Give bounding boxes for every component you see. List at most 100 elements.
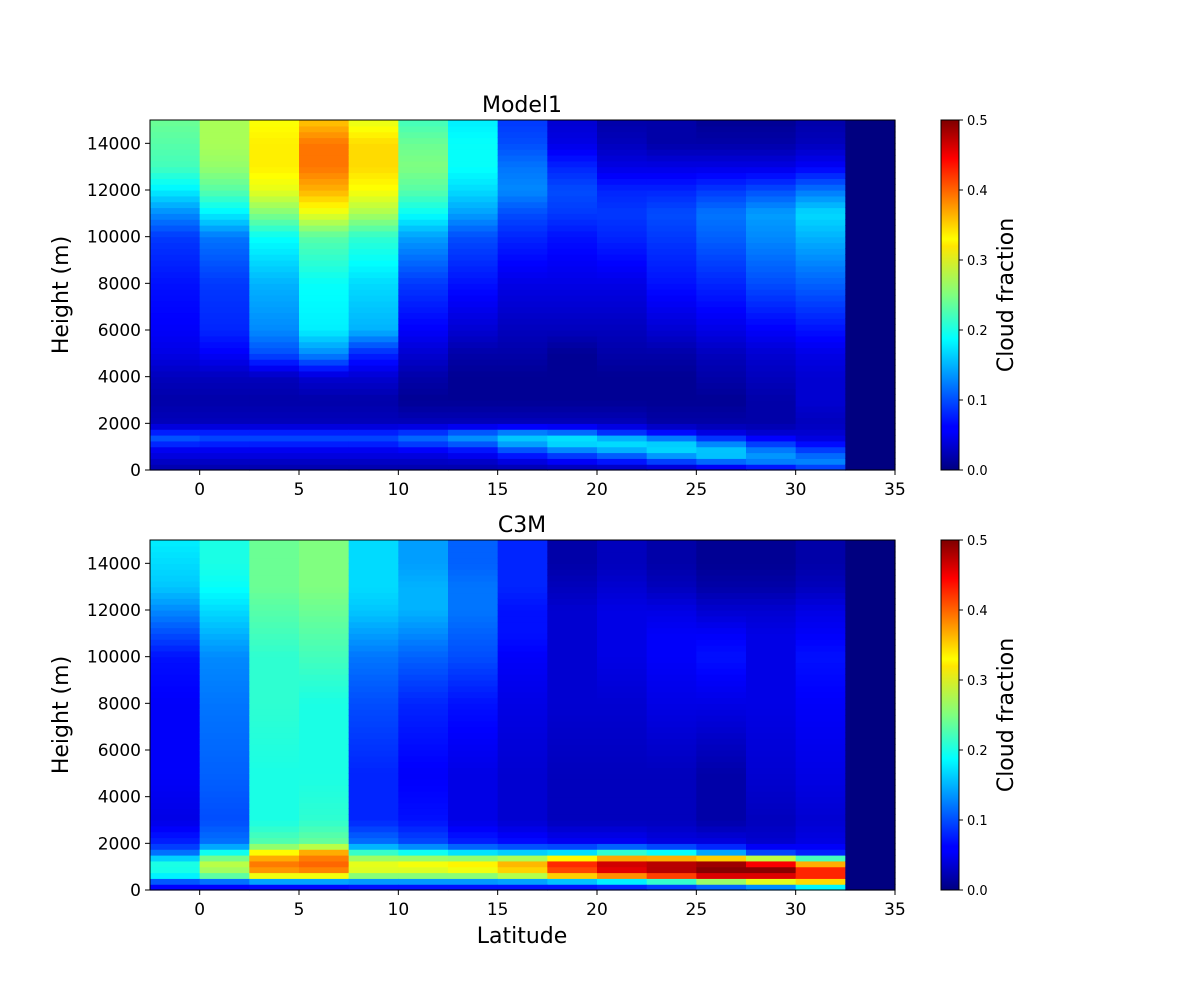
heatmap-cell <box>795 201 846 209</box>
heatmap-cell <box>448 796 499 804</box>
heatmap-cell <box>795 802 846 809</box>
heatmap-cell <box>696 738 747 745</box>
heatmap-cell <box>547 435 598 442</box>
heatmap-cell <box>497 837 548 844</box>
heatmap-cell <box>398 580 449 588</box>
heatmap-cell <box>646 680 697 687</box>
heatmap-cell <box>249 720 300 728</box>
heatmap-cell <box>348 365 399 372</box>
heatmap-cell <box>299 207 350 214</box>
heatmap-cell <box>448 318 499 325</box>
heatmap-cell <box>845 604 896 611</box>
heatmap-cell <box>348 755 399 763</box>
heatmap-cell <box>547 458 598 465</box>
heatmap-cell <box>348 785 399 792</box>
heatmap-cell <box>199 855 250 862</box>
heatmap-cell <box>696 615 747 623</box>
heatmap-cell <box>199 359 250 366</box>
heatmap-cell <box>199 306 250 314</box>
heatmap-cell <box>547 225 598 232</box>
heatmap-cell <box>398 405 449 413</box>
heatmap-cell <box>150 662 201 669</box>
heatmap-cell <box>448 761 499 769</box>
heatmap-cell <box>547 289 598 296</box>
heatmap-cell <box>398 207 449 214</box>
heatmap-cell <box>249 732 300 739</box>
heatmap-cell <box>746 236 797 244</box>
heatmap-cell <box>547 557 598 564</box>
heatmap-cell <box>348 178 399 185</box>
heatmap-cell <box>547 837 598 844</box>
heatmap-cell <box>150 394 201 401</box>
heatmap-cell <box>199 312 250 319</box>
heatmap-cell <box>448 400 499 407</box>
heatmap-cell <box>845 592 896 599</box>
heatmap-cell <box>497 796 548 804</box>
heatmap-cell <box>547 685 598 693</box>
heatmap-cell <box>150 680 201 687</box>
heatmap-cell <box>845 878 896 885</box>
heatmap-cell <box>199 143 250 150</box>
heatmap-cell <box>845 621 896 629</box>
heatmap-cell <box>249 540 300 547</box>
heatmap-cell <box>398 225 449 232</box>
heatmap-cell <box>696 709 747 716</box>
heatmap-cell <box>845 143 896 150</box>
heatmap-cell <box>199 545 250 553</box>
heatmap-cell <box>696 417 747 424</box>
heatmap-cell <box>348 347 399 354</box>
heatmap-cell <box>646 639 697 646</box>
heatmap-cell <box>448 376 499 384</box>
heatmap-cell <box>547 738 598 745</box>
heatmap-cell <box>348 394 399 401</box>
heatmap-cell <box>497 744 548 751</box>
heatmap-cell <box>249 289 300 296</box>
heatmap-cell <box>845 802 896 809</box>
heatmap-cell <box>299 440 350 448</box>
heatmap-cell <box>299 820 350 827</box>
heatmap-cell <box>696 849 747 856</box>
heatmap-cell <box>199 417 250 424</box>
heatmap-cell <box>696 184 747 191</box>
heatmap-cell <box>199 184 250 191</box>
heatmap-cell <box>448 697 499 704</box>
heatmap-cell <box>249 645 300 652</box>
heatmap-cell <box>199 429 250 436</box>
heatmap-cell <box>249 639 300 646</box>
heatmap-cell <box>547 691 598 699</box>
heatmap-cell <box>398 143 449 150</box>
heatmap-cell <box>845 289 896 296</box>
heatmap-cell <box>299 458 350 465</box>
heatmap-cell <box>199 621 250 629</box>
heatmap-cell <box>199 674 250 681</box>
heatmap-cell <box>249 137 300 144</box>
heatmap-cell <box>199 540 250 547</box>
heatmap-cell <box>497 260 548 267</box>
heatmap-cell <box>845 540 896 547</box>
heatmap-cell <box>249 353 300 360</box>
heatmap-cell <box>696 610 747 617</box>
heatmap-cell <box>845 120 896 127</box>
heatmap-cell <box>845 359 896 366</box>
heatmap-cell <box>795 271 846 279</box>
heatmap-cell <box>746 610 797 617</box>
heatmap-cell <box>299 219 350 226</box>
heatmap-cell <box>448 190 499 197</box>
heatmap-cell <box>746 563 797 570</box>
heatmap-cell <box>150 411 201 419</box>
heatmap-cell <box>795 440 846 448</box>
heatmap-cell <box>299 213 350 220</box>
heatmap-cell <box>249 691 300 699</box>
heatmap-cell <box>696 802 747 809</box>
heatmap-cell <box>398 808 449 815</box>
heatmap-cell <box>597 440 648 448</box>
heatmap-cell <box>398 219 449 226</box>
heatmap-cell <box>348 382 399 389</box>
heatmap-cell <box>746 761 797 769</box>
heatmap-cell <box>696 300 747 308</box>
heatmap-cell <box>746 382 797 389</box>
colorbar-tick-label: 0.5 <box>967 534 988 549</box>
heatmap-cell <box>795 312 846 319</box>
heatmap-cell <box>199 166 250 174</box>
heatmap-cell <box>299 866 350 874</box>
